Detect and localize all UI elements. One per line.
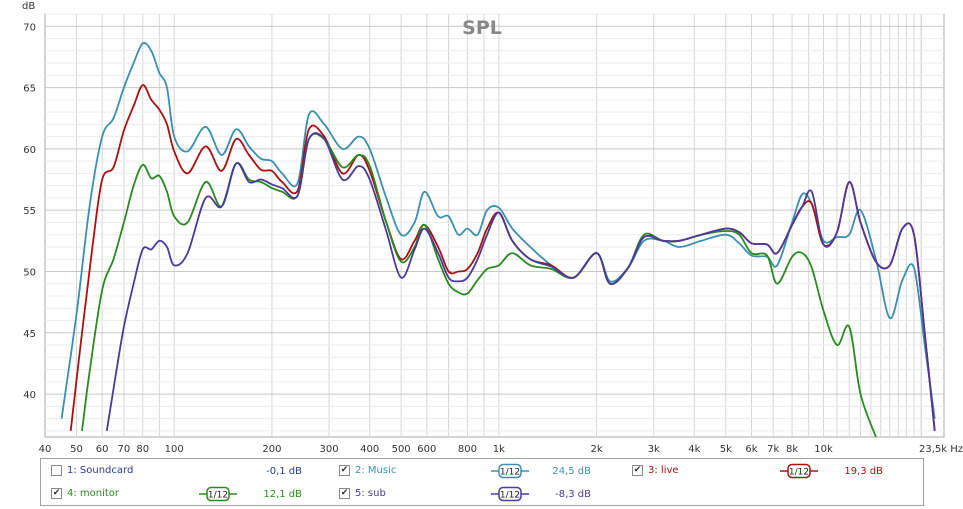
x-tick-label: 70: [118, 444, 131, 455]
series-line-monitor: [81, 132, 877, 437]
x-tick-label: 23,5k Hz: [919, 444, 963, 455]
legend-item-soundcard[interactable]: 1: Soundcard: [51, 465, 133, 476]
x-tick-label: 5k: [720, 444, 732, 455]
sub-label: 5: sub: [355, 488, 386, 499]
x-tick-label: 40: [39, 444, 52, 455]
music-label: 2: Music: [355, 465, 397, 476]
x-tick-label: 50: [70, 444, 83, 455]
series-lines: [60, 42, 936, 437]
x-axis-tick-labels: 40 50 60 70 80 100 200 300 400 500 600 800 1k 2k 3k 4k 5…: [39, 444, 963, 455]
plot-area: [44, 13, 945, 438]
monitor-smoothing-icon[interactable]: 1/12: [199, 486, 237, 502]
live-checkbox[interactable]: ✔: [632, 465, 643, 476]
y-tick-label: 65: [23, 84, 36, 95]
x-tick-label: 8k: [786, 444, 798, 455]
x-tick-label: 300: [320, 444, 339, 455]
sub-value: -8,3 dB: [555, 489, 591, 500]
monitor-label: 4: monitor: [67, 488, 120, 499]
chart-title: SPL: [462, 17, 502, 39]
music-smoothing-icon[interactable]: 1/12: [491, 463, 529, 479]
live-smoothing-icon[interactable]: 1/12: [780, 463, 818, 479]
svg-text:1/12: 1/12: [500, 468, 520, 478]
spl-chart: 40 50 60 70 80 100 200 300 400 500 600 800 1k 2k 3k 4k 5…: [22, 1, 963, 455]
x-tick-label: 800: [458, 444, 477, 455]
sub-checkbox[interactable]: ✔: [339, 488, 350, 499]
x-tick-label: 600: [417, 444, 436, 455]
x-tick-label: 100: [165, 444, 184, 455]
music-checkbox[interactable]: ✔: [339, 465, 350, 476]
soundcard-value: -0,1 dB: [266, 466, 302, 477]
y-axis-tick-labels: 40 45 50 55 60 65 70: [23, 22, 36, 401]
live-label: 3: live: [648, 465, 679, 476]
series-line-sub: [105, 132, 936, 432]
legend-item-monitor[interactable]: ✔ 4: monitor: [51, 488, 119, 499]
y-tick-label: 55: [23, 206, 36, 217]
x-tick-label: 1k: [493, 444, 505, 455]
x-tick-label: 500: [392, 444, 411, 455]
x-tick-label: 7k: [767, 444, 779, 455]
monitor-value: 12,1 dB: [263, 489, 302, 500]
sub-smoothing-icon[interactable]: 1/12: [491, 486, 529, 502]
series-line-music: [60, 42, 936, 419]
music-value: 24,5 dB: [552, 466, 591, 477]
y-axis-label: dB: [22, 1, 35, 12]
x-tick-label: 3k: [648, 444, 660, 455]
svg-text:1/12: 1/12: [208, 491, 228, 501]
y-tick-label: 70: [23, 22, 36, 33]
x-tick-label: 200: [262, 444, 281, 455]
live-value: 19,3 dB: [844, 466, 883, 477]
legend-item-sub[interactable]: ✔ 5: sub: [339, 488, 386, 499]
series-line-live: [69, 84, 936, 432]
y-tick-label: 60: [23, 145, 36, 156]
x-tick-label: 400: [360, 444, 379, 455]
soundcard-label: 1: Soundcard: [67, 465, 134, 476]
x-tick-label: 10k: [814, 444, 833, 455]
x-tick-label: 80: [136, 444, 149, 455]
y-tick-label: 50: [23, 267, 36, 278]
legend-item-music[interactable]: ✔ 2: Music: [339, 465, 396, 476]
svg-text:1/12: 1/12: [789, 468, 809, 478]
y-tick-label: 45: [23, 329, 36, 340]
legend-item-live[interactable]: ✔ 3: live: [632, 465, 679, 476]
x-tick-label: 2k: [591, 444, 603, 455]
monitor-checkbox[interactable]: ✔: [51, 488, 62, 499]
x-tick-label: 4k: [688, 444, 700, 455]
svg-text:1/12: 1/12: [500, 491, 520, 501]
x-tick-label: 60: [96, 444, 109, 455]
soundcard-checkbox[interactable]: [51, 465, 62, 476]
x-tick-label: 6k: [745, 444, 757, 455]
grid-lines: [45, 13, 944, 437]
y-tick-label: 40: [23, 390, 36, 401]
legend-panel: 1: Soundcard -0,1 dB ✔ 2: Music 1/12 24,…: [40, 458, 924, 506]
